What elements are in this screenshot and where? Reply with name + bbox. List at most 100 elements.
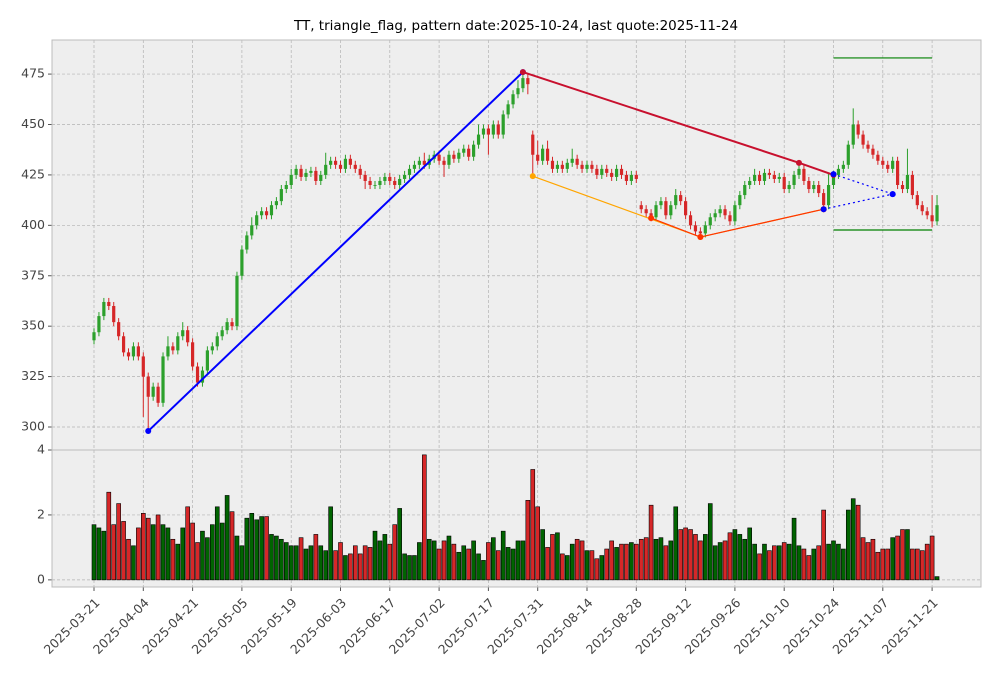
volume-bar xyxy=(540,529,545,581)
candle-body xyxy=(743,185,747,196)
volume-bar xyxy=(254,519,259,581)
volume-bar xyxy=(545,547,550,581)
volume-bar xyxy=(417,542,422,581)
candle-body xyxy=(886,164,890,169)
candle-body xyxy=(240,249,244,276)
volume-bar xyxy=(224,495,230,581)
price-panel xyxy=(52,40,981,450)
candle-body xyxy=(338,164,343,169)
candle-body xyxy=(289,174,293,186)
candle-body xyxy=(910,174,914,196)
candle-body xyxy=(358,168,362,175)
volume-bar xyxy=(96,527,102,581)
volume-tick-label: 4 xyxy=(37,442,45,457)
volume-tick-label: 2 xyxy=(37,506,45,521)
candle-body xyxy=(210,346,214,351)
candle-body xyxy=(452,154,456,159)
candle-body xyxy=(462,148,466,153)
volume-bar xyxy=(826,543,831,581)
volume-bar xyxy=(801,548,807,581)
candle-body xyxy=(713,213,717,218)
volume-bar xyxy=(910,548,915,581)
volume-bar xyxy=(136,527,141,581)
volume-bar xyxy=(91,524,97,581)
candle-body xyxy=(294,168,298,175)
candle-body xyxy=(826,185,831,206)
candle-body xyxy=(605,168,609,173)
volume-bar xyxy=(219,522,225,581)
candle-body xyxy=(807,180,811,190)
candle-body xyxy=(92,332,96,341)
volume-bar xyxy=(658,537,664,581)
candle-body xyxy=(787,185,791,190)
candle-body xyxy=(501,114,505,135)
candle-body xyxy=(329,160,333,165)
volume-bar xyxy=(377,540,383,581)
volume-bar xyxy=(619,543,624,581)
volume-bar xyxy=(111,524,117,581)
candle-body xyxy=(279,189,283,202)
candle-body xyxy=(200,370,205,383)
candle-body xyxy=(402,174,407,179)
volume-tick-label: 0 xyxy=(37,571,45,586)
candle-body xyxy=(846,144,850,165)
volume-bar xyxy=(836,543,841,581)
volume-bar xyxy=(919,550,925,581)
candle-body xyxy=(368,180,372,186)
candle-body xyxy=(772,174,776,179)
candle-body xyxy=(698,231,702,234)
volume-bar xyxy=(683,527,688,581)
pattern-point xyxy=(145,428,152,435)
volume-bar xyxy=(757,553,762,581)
volume-bar xyxy=(343,555,348,581)
candle-body xyxy=(836,168,841,175)
volume-bar xyxy=(732,529,738,581)
volume-bar xyxy=(160,524,166,581)
y-tick-label: 475 xyxy=(21,66,45,81)
pattern-point xyxy=(648,215,655,222)
y-tick-label: 450 xyxy=(21,116,45,131)
volume-bar xyxy=(688,529,693,581)
pattern-line xyxy=(823,193,893,210)
volume-bar xyxy=(387,543,393,581)
candle-body xyxy=(762,172,767,181)
candle-body xyxy=(343,158,348,169)
volume-bar xyxy=(747,527,752,581)
candle-body xyxy=(679,195,683,202)
candle-body xyxy=(688,215,693,226)
candle-body xyxy=(905,174,910,190)
volume-bar xyxy=(185,506,190,581)
volume-bar xyxy=(599,555,605,581)
candle-body xyxy=(284,185,288,190)
candle-body xyxy=(141,356,145,377)
candle-body xyxy=(757,174,762,181)
pattern-point xyxy=(889,191,896,198)
candle-body xyxy=(703,225,707,234)
volume-bar xyxy=(609,540,614,581)
candle-body xyxy=(570,158,574,163)
candle-body xyxy=(156,386,160,403)
volume-bar xyxy=(145,517,151,581)
volume-bar xyxy=(407,555,412,581)
candle-body xyxy=(324,164,328,175)
candle-body xyxy=(457,152,461,159)
volume-bar xyxy=(569,543,575,581)
volume-bar xyxy=(372,530,378,581)
volume-bar xyxy=(426,538,432,581)
volume-bar xyxy=(323,550,329,581)
volume-bar xyxy=(505,547,511,581)
candle-body xyxy=(117,322,121,337)
candle-body xyxy=(861,134,865,145)
volume-bar xyxy=(229,511,235,581)
candle-body xyxy=(733,205,737,222)
volume-bar xyxy=(535,506,541,581)
volume-bar xyxy=(781,542,787,581)
candle-body xyxy=(644,209,648,214)
volume-bar xyxy=(900,529,905,581)
volume-bar xyxy=(845,509,851,581)
volume-bar xyxy=(106,491,112,581)
volume-bar xyxy=(929,535,935,581)
candle-body xyxy=(619,168,624,175)
volume-bar xyxy=(486,542,491,581)
volume-bar xyxy=(712,545,718,581)
